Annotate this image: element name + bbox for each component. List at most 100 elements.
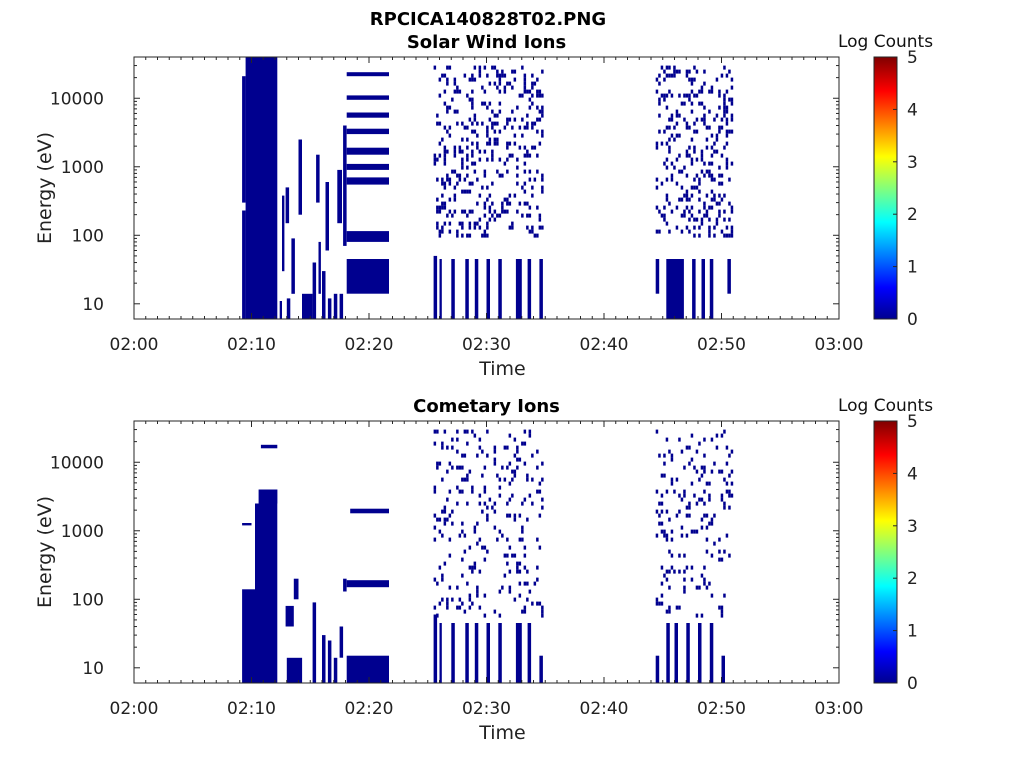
data-cell bbox=[493, 137, 497, 142]
colorbar-tick-label: 3 bbox=[907, 153, 918, 173]
data-cell bbox=[476, 177, 479, 182]
data-cell bbox=[443, 101, 447, 106]
data-cell bbox=[693, 129, 696, 134]
data-cell bbox=[720, 117, 724, 122]
data-cell bbox=[466, 165, 469, 170]
data-cell bbox=[486, 225, 489, 230]
data-cell bbox=[436, 209, 439, 214]
data-cell bbox=[461, 233, 464, 238]
data-cell bbox=[471, 121, 474, 126]
data-cell bbox=[531, 145, 534, 150]
data-cell bbox=[446, 177, 449, 182]
data-cell bbox=[466, 477, 469, 482]
data-cell bbox=[518, 593, 522, 598]
data-cell bbox=[448, 197, 452, 202]
data-cell bbox=[700, 217, 704, 222]
data-cell bbox=[488, 205, 492, 210]
data-cell bbox=[458, 533, 462, 538]
data-cell bbox=[508, 461, 512, 466]
data-cell bbox=[508, 117, 512, 122]
data-cell bbox=[685, 193, 689, 198]
data-cell bbox=[541, 477, 544, 482]
data-cell bbox=[695, 185, 699, 190]
data-cell bbox=[466, 581, 469, 586]
data-cell bbox=[678, 169, 681, 174]
data-block bbox=[686, 623, 690, 683]
data-cell bbox=[443, 205, 447, 210]
data-cell bbox=[685, 505, 689, 510]
spectrogram-data bbox=[242, 429, 734, 683]
data-cell bbox=[481, 509, 484, 514]
data-cell bbox=[441, 229, 444, 234]
data-cell bbox=[448, 585, 452, 590]
colorbar-label: Log Counts bbox=[838, 396, 933, 416]
data-cell bbox=[718, 129, 721, 134]
data-cell bbox=[443, 181, 447, 186]
data-cell bbox=[536, 117, 539, 122]
data-cell bbox=[448, 181, 452, 186]
data-cell bbox=[491, 65, 494, 70]
data-cell bbox=[688, 209, 691, 214]
data-cell bbox=[506, 513, 509, 518]
data-cell bbox=[720, 605, 724, 610]
data-block bbox=[333, 293, 338, 319]
data-cell bbox=[715, 221, 719, 226]
data-cell bbox=[693, 145, 696, 150]
data-cell bbox=[438, 565, 442, 570]
data-cell bbox=[695, 529, 699, 534]
data-cell bbox=[698, 197, 701, 202]
data-cell bbox=[446, 517, 449, 522]
data-cell bbox=[710, 173, 714, 178]
data-cell bbox=[486, 233, 489, 238]
data-cell bbox=[486, 129, 489, 134]
data-cell bbox=[468, 209, 472, 214]
data-cell bbox=[663, 77, 666, 82]
data-cell bbox=[665, 165, 669, 170]
data-cell bbox=[680, 449, 684, 454]
data-cell bbox=[668, 65, 671, 70]
data-cell bbox=[438, 529, 442, 534]
data-cell bbox=[541, 609, 544, 614]
data-cell bbox=[471, 101, 474, 106]
data-cell bbox=[668, 449, 671, 454]
data-cell bbox=[478, 225, 482, 230]
data-cell bbox=[486, 513, 489, 518]
data-cell bbox=[698, 585, 701, 590]
data-cell bbox=[436, 113, 439, 118]
data-cell bbox=[443, 153, 447, 158]
data-cell bbox=[483, 89, 487, 94]
data-cell bbox=[536, 205, 539, 210]
data-cell bbox=[486, 429, 489, 434]
data-block bbox=[312, 626, 317, 683]
data-block bbox=[698, 623, 702, 683]
data-cell bbox=[443, 145, 447, 150]
data-block bbox=[709, 623, 714, 683]
data-cell bbox=[693, 529, 696, 534]
data-cell bbox=[438, 141, 442, 146]
data-cell bbox=[438, 233, 442, 238]
data-cell bbox=[708, 169, 711, 174]
data-cell bbox=[478, 605, 482, 610]
data-cell bbox=[670, 209, 674, 214]
data-cell bbox=[511, 221, 514, 226]
y-tick-label: 1000 bbox=[61, 522, 104, 542]
data-cell bbox=[516, 457, 519, 462]
data-cell bbox=[453, 81, 457, 86]
data-cell bbox=[703, 577, 706, 582]
data-cell bbox=[708, 205, 711, 210]
data-cell bbox=[466, 125, 469, 130]
data-cell bbox=[498, 129, 502, 134]
data-cell bbox=[538, 213, 542, 218]
data-cell bbox=[466, 137, 469, 142]
data-cell bbox=[720, 493, 724, 498]
data-block bbox=[258, 489, 278, 504]
data-block bbox=[245, 57, 278, 319]
data-cell bbox=[491, 125, 494, 130]
data-cell bbox=[693, 185, 696, 190]
data-cell bbox=[521, 117, 524, 122]
data-cell bbox=[473, 221, 477, 226]
data-cell bbox=[436, 581, 439, 586]
data-cell bbox=[705, 137, 709, 142]
data-cell bbox=[665, 577, 669, 582]
data-cell bbox=[538, 513, 542, 518]
